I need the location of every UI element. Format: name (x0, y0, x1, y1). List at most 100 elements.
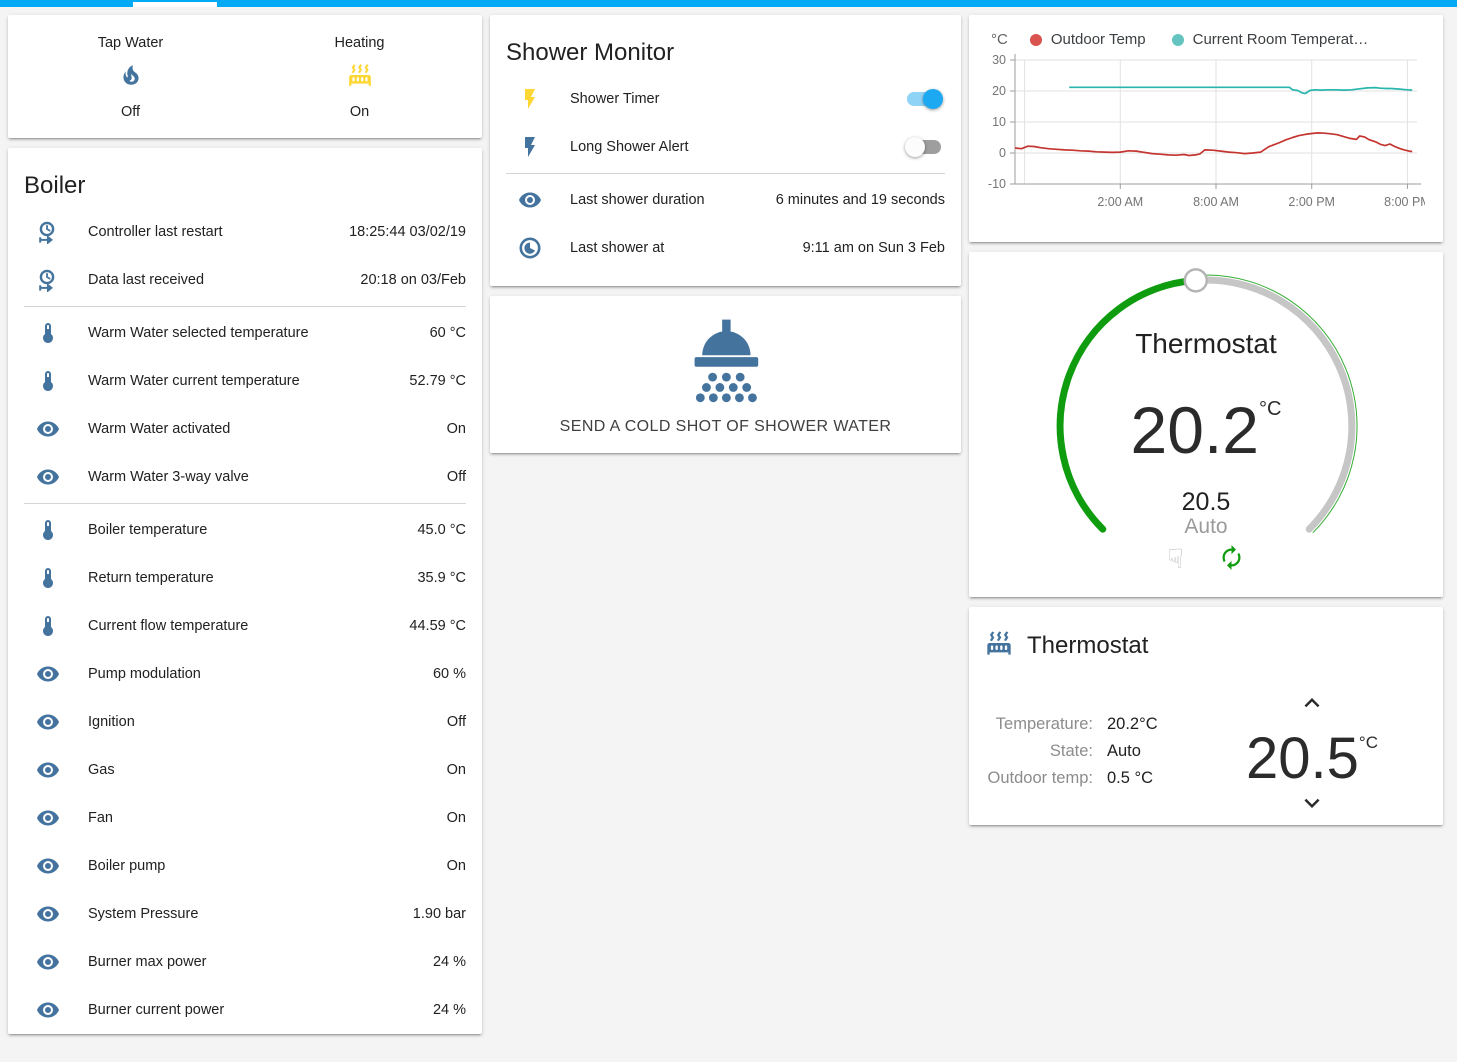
entity-name: Boiler pump (88, 858, 166, 874)
entity-name: Current flow temperature (88, 618, 249, 634)
entity-value: Off (446, 469, 466, 485)
entity-name: Burner current power (88, 1002, 225, 1018)
entity-row[interactable]: Data last received 20:18 on 03/Feb (8, 256, 482, 304)
entity-row[interactable]: Warm Water 3-way valve Off (8, 453, 482, 501)
entity-name: Ignition (88, 714, 135, 730)
dial-handle[interactable] (1183, 268, 1209, 293)
entity-name: Controller last restart (88, 224, 223, 240)
entity-value: 24 % (432, 1002, 466, 1018)
eye-icon (36, 417, 60, 441)
eye-icon (36, 806, 60, 830)
setpoint-up-button[interactable] (1297, 688, 1327, 714)
dial-actions: ☟ (969, 544, 1443, 576)
attribute-row: State: Auto (985, 738, 1217, 765)
svg-text:2:00 PM: 2:00 PM (1288, 195, 1335, 209)
chart-legend: °C Outdoor Temp Current Room Temperat… (979, 29, 1439, 48)
glance-label: Tap Water (97, 35, 164, 51)
chart-plot: 30 20 10 0 -10 2:00 AM 8:00 AM 2:00 PM 8:00 PM (979, 48, 1439, 218)
entity-row: Shower Timer (490, 75, 961, 123)
toggle-switch[interactable] (907, 89, 943, 109)
entity-name: Long Shower Alert (570, 139, 689, 155)
svg-text:8:00 PM: 8:00 PM (1384, 195, 1425, 209)
radiator-icon (985, 629, 1013, 662)
fire-icon (118, 62, 144, 93)
entity-name: Data last received (88, 272, 205, 288)
cold-shot-button[interactable]: SEND A COLD SHOT OF SHOWER WATER (490, 296, 961, 453)
entity-row[interactable]: Gas On (8, 746, 482, 794)
legend-dot-icon (1171, 33, 1184, 46)
entity-name: Return temperature (88, 570, 214, 586)
column-right: °C Outdoor Temp Current Room Temperat… 3… (969, 15, 1443, 825)
attribute-value: Auto (1107, 741, 1141, 760)
entity-row[interactable]: Last shower duration 6 minutes and 19 se… (490, 176, 961, 224)
clock-start-icon (36, 268, 60, 292)
thermostat-info-header: Thermostat (969, 607, 1443, 662)
toggle-switch[interactable] (905, 137, 941, 157)
entity-value: On (446, 762, 466, 778)
entity-row[interactable]: Last shower at 9:11 am on Sun 3 Feb (490, 224, 961, 272)
entity-row[interactable]: Fan On (8, 794, 482, 842)
entity-value: On (446, 810, 466, 826)
svg-text:2:00 AM: 2:00 AM (1097, 195, 1143, 209)
attribute-value: 0.5 °C (1107, 768, 1154, 787)
column-middle: Shower Monitor Shower Timer Long Shower … (490, 15, 961, 453)
svg-text:30: 30 (992, 53, 1006, 67)
shower-info-rows: Last shower duration 6 minutes and 19 se… (490, 176, 961, 272)
entity-name: Last shower duration (570, 192, 705, 208)
glance-card: Tap Water Off Heating On (8, 15, 482, 138)
entity-row[interactable]: Boiler pump On (8, 842, 482, 890)
entity-value: 1.90 bar (412, 906, 466, 922)
divider (24, 306, 466, 307)
entity-row[interactable]: Controller last restart 18:25:44 03/02/1… (8, 208, 482, 256)
clock-start-icon (36, 220, 60, 244)
entity-value: 9:11 am on Sun 3 Feb (802, 240, 945, 256)
glance-label: Heating (334, 35, 385, 51)
entity-row[interactable]: Current flow temperature 44.59 °C (8, 602, 482, 650)
legend-item: Outdoor Temp (1029, 31, 1146, 48)
boiler-rows: Controller last restart 18:25:44 03/02/1… (8, 208, 482, 1034)
attribute-row: Temperature: 20.2°C (985, 711, 1217, 738)
cold-shot-label: SEND A COLD SHOT OF SHOWER WATER (559, 418, 892, 435)
setpoint-unit: °C (1358, 733, 1378, 752)
column-left: Tap Water Off Heating On Boiler Controll… (8, 15, 482, 1034)
thermometer-icon (36, 614, 60, 638)
entity-row[interactable]: Burner current power 24 % (8, 986, 482, 1034)
entity-row[interactable]: Warm Water activated On (8, 405, 482, 453)
svg-text:8:00 AM: 8:00 AM (1193, 195, 1239, 209)
thermostat-dial[interactable] (969, 252, 1443, 597)
thermometer-icon (36, 518, 60, 542)
entity-row[interactable]: System Pressure 1.90 bar (8, 890, 482, 938)
attribute-row: Outdoor temp: 0.5 °C (985, 765, 1217, 792)
manual-mode-hand-icon[interactable]: ☟ (1167, 544, 1184, 574)
entity-row[interactable]: Warm Water current temperature 52.79 °C (8, 357, 482, 405)
toggle-thumb (923, 89, 943, 109)
shower-toggle-rows: Shower Timer Long Shower Alert (490, 75, 961, 171)
entity-row[interactable]: Burner max power 24 % (8, 938, 482, 986)
flash-icon (518, 135, 542, 159)
legend-item: Current Room Temperat… (1171, 31, 1368, 48)
entity-value: 60 °C (429, 325, 466, 341)
attribute-value: 20.2°C (1107, 714, 1158, 733)
glance-item-heating[interactable]: Heating On (268, 35, 451, 120)
history-chart-card: °C Outdoor Temp Current Room Temperat… 3… (969, 15, 1443, 242)
active-tab-indicator[interactable] (133, 2, 217, 7)
eye-icon (36, 710, 60, 734)
boiler-card: Boiler Controller last restart 18:25:44 … (8, 148, 482, 1034)
entity-row[interactable]: Boiler temperature 45.0 °C (8, 506, 482, 554)
entity-row[interactable]: Pump modulation 60 % (8, 650, 482, 698)
auto-mode-autorenew-icon[interactable] (1218, 544, 1245, 576)
entity-value: Off (446, 714, 466, 730)
entity-row[interactable]: Ignition Off (8, 698, 482, 746)
attribute-label: State: (1049, 741, 1093, 760)
entity-row[interactable]: Warm Water selected temperature 60 °C (8, 309, 482, 357)
entity-row[interactable]: Return temperature 35.9 °C (8, 554, 482, 602)
attribute-table: Temperature: 20.2°C State: Auto Outdoor … (969, 711, 1217, 792)
chart-unit-label: °C (991, 31, 1008, 48)
eye-icon (518, 188, 542, 212)
entity-name: Last shower at (570, 240, 665, 256)
header-bar (0, 0, 1457, 7)
clock-progress-icon (518, 236, 542, 260)
thermometer-icon (36, 566, 60, 590)
setpoint-down-button[interactable] (1297, 788, 1327, 814)
glance-item-tap-water[interactable]: Tap Water Off (39, 35, 222, 120)
